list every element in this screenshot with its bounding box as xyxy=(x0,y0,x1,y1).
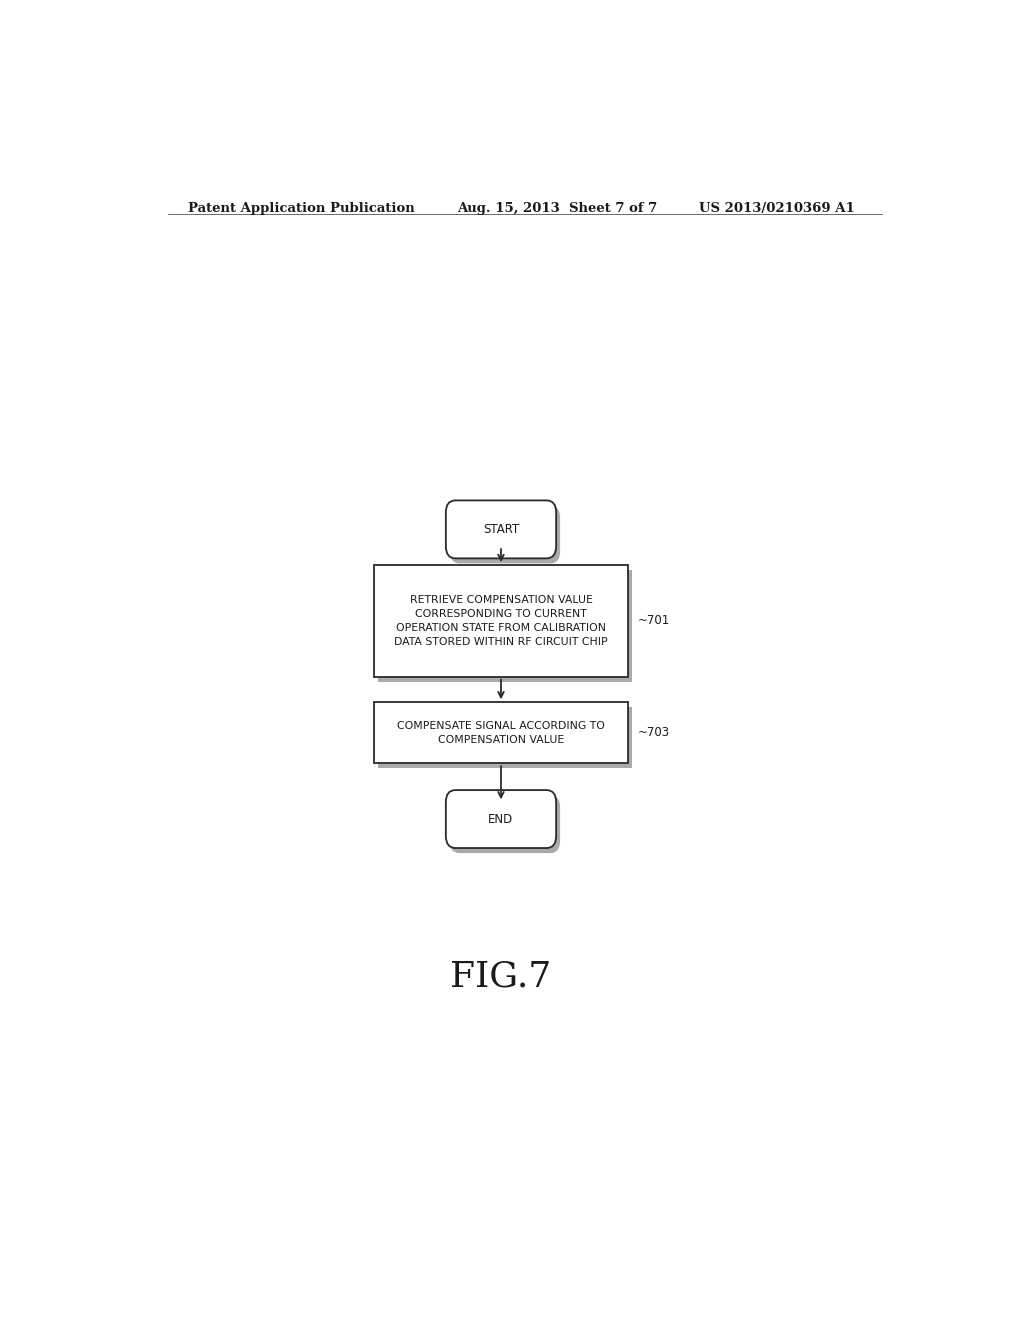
FancyBboxPatch shape xyxy=(450,795,560,853)
Text: Aug. 15, 2013  Sheet 7 of 7: Aug. 15, 2013 Sheet 7 of 7 xyxy=(458,202,657,215)
Bar xyxy=(378,570,632,682)
Text: US 2013/0210369 A1: US 2013/0210369 A1 xyxy=(699,202,855,215)
FancyBboxPatch shape xyxy=(445,791,556,847)
Text: RETRIEVE COMPENSATION VALUE
CORRESPONDING TO CURRENT
OPERATION STATE FROM CALIBR: RETRIEVE COMPENSATION VALUE CORRESPONDIN… xyxy=(394,595,608,647)
Text: START: START xyxy=(483,523,519,536)
Text: ~701: ~701 xyxy=(638,614,670,627)
Bar xyxy=(378,708,632,768)
Text: END: END xyxy=(488,813,514,825)
Bar xyxy=(374,702,628,763)
Text: ~703: ~703 xyxy=(638,726,670,739)
Text: COMPENSATE SIGNAL ACCORDING TO
COMPENSATION VALUE: COMPENSATE SIGNAL ACCORDING TO COMPENSAT… xyxy=(397,721,605,744)
FancyBboxPatch shape xyxy=(450,506,560,564)
Bar xyxy=(374,565,628,677)
FancyBboxPatch shape xyxy=(445,500,556,558)
Text: Patent Application Publication: Patent Application Publication xyxy=(187,202,415,215)
Text: FIG.7: FIG.7 xyxy=(451,960,552,994)
